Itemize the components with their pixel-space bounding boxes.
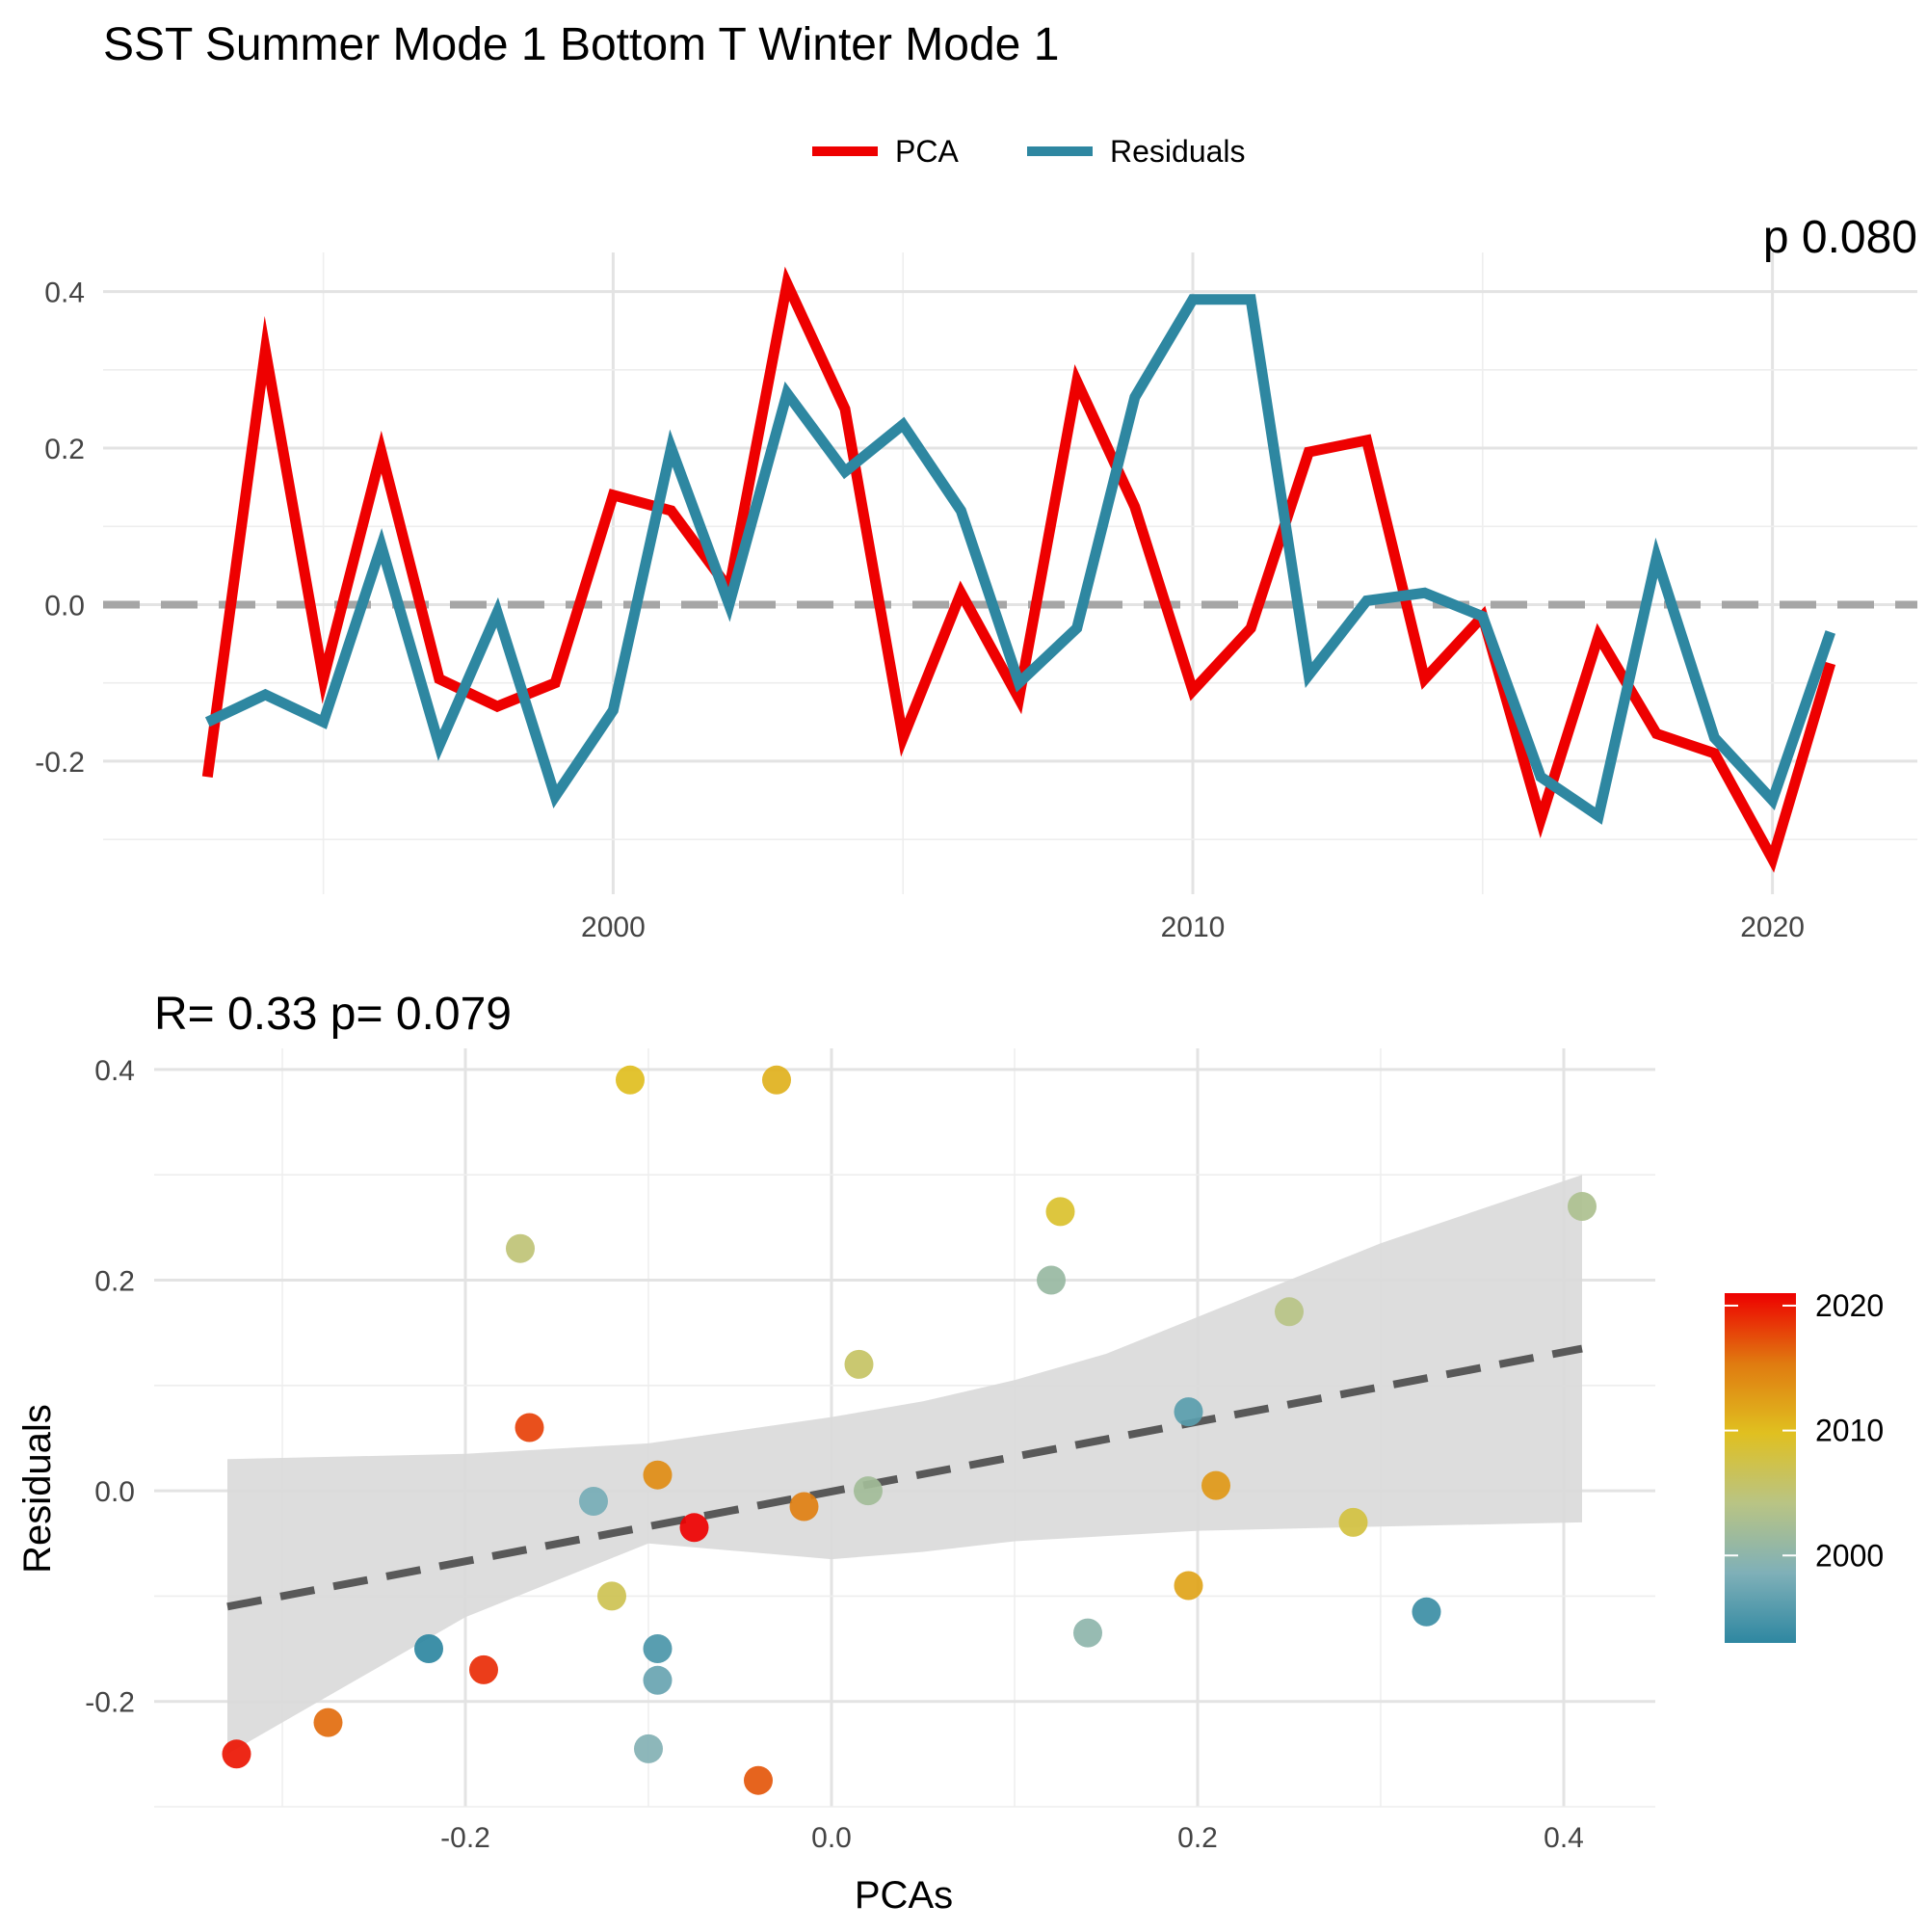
scatter-point-1999: [634, 1734, 663, 1763]
regression-line-group: [226, 1344, 1583, 1611]
colorbar-gradient: [1725, 1293, 1796, 1643]
regression-line: [226, 1344, 1583, 1611]
scatter-point-1997: [643, 1665, 673, 1695]
x-tick-label: -0.2: [440, 1822, 490, 1854]
confidence-ribbon-group: [227, 1175, 1582, 1755]
scatter-point-2009: [1045, 1197, 1075, 1227]
scatter-points: [222, 1065, 1597, 1795]
scatter-point-1995: [643, 1634, 673, 1663]
time-series-tick-labels: -0.2 0.0 0.2 0.4 2000 2010 2020: [35, 278, 1805, 943]
x-tick-label: 2000: [581, 912, 646, 943]
x-tick-label: 2020: [1740, 912, 1805, 943]
scatter-point-2014: [643, 1460, 673, 1490]
y-tick-label: -0.2: [85, 1687, 135, 1719]
scatter-point-2011: [762, 1065, 791, 1095]
x-tick-label: 0.0: [811, 1822, 852, 1854]
y-tick-label: 0.2: [44, 434, 85, 465]
scatter-point-2001: [1037, 1265, 1066, 1295]
x-axis-title: PCAs: [855, 1874, 953, 1917]
scatter-subtitle: R= 0.33 p= 0.079: [154, 989, 512, 1040]
scatter-point-1994: [1412, 1597, 1441, 1627]
scatter-point-2018: [515, 1413, 544, 1442]
series-line-residuals: [204, 294, 1835, 825]
time-series-panel: -0.2 0.0 0.2 0.4 2000 2010 2020 p 0.080: [35, 212, 1917, 943]
y-tick-label: -0.2: [35, 747, 85, 779]
figure-title: SST Summer Mode 1 Bottom T Winter Mode 1: [103, 19, 1059, 70]
y-tick-label: 0.4: [44, 278, 85, 309]
x-tick-label: 2010: [1161, 912, 1226, 943]
scatter-point-2006: [844, 1349, 874, 1379]
legend-label-residuals: Residuals: [1110, 134, 1246, 169]
scatter-point-1993: [414, 1634, 443, 1663]
y-tick-label: 0.4: [94, 1055, 135, 1087]
x-tick-label: 0.2: [1177, 1822, 1218, 1854]
scatter-point-2008: [1338, 1507, 1368, 1537]
scatter-point-2016: [313, 1707, 343, 1737]
scatter-point-2020: [222, 1739, 251, 1769]
scatter-point-1998: [579, 1487, 608, 1516]
y-tick-label: 0.0: [94, 1476, 135, 1508]
scatter-tick-labels: -0.2 0.0 0.2 0.4 -0.2 0.0 0.2 0.4: [85, 1055, 1584, 1854]
time-series-lines: [201, 266, 1836, 873]
scatter-point-2010: [616, 1065, 645, 1095]
y-tick-label: 0.0: [44, 590, 85, 622]
scatter-point-2002: [854, 1476, 883, 1506]
y-tick-label: 0.2: [94, 1265, 135, 1297]
colorbar-tick-label: 2020: [1815, 1288, 1884, 1323]
scatter-point-1996: [1174, 1397, 1203, 1427]
colorbar-tick-label: 2010: [1815, 1414, 1884, 1448]
scatter-point-2005: [506, 1233, 535, 1263]
scatter-point-2007: [597, 1581, 626, 1611]
colorbar-tick-label: 2000: [1815, 1538, 1884, 1573]
scatter-point-2013: [1201, 1470, 1230, 1500]
scatter-point-2017: [744, 1765, 773, 1795]
legend-label-pca: PCA: [895, 134, 959, 169]
scatter-point-2003: [1568, 1192, 1597, 1221]
scatter-point-2021: [679, 1513, 709, 1543]
scatter-point-2012: [1174, 1571, 1203, 1601]
confidence-ribbon: [227, 1175, 1582, 1755]
colorbar: 2000 2010 2020: [1725, 1288, 1884, 1643]
scatter-point-2019: [469, 1654, 498, 1684]
scatter-point-2000: [1073, 1618, 1102, 1648]
y-axis-title: Residuals: [16, 1404, 59, 1574]
scatter-point-2004: [1275, 1297, 1304, 1327]
legend: PCA Residuals: [812, 134, 1246, 169]
x-tick-label: 0.4: [1544, 1822, 1584, 1854]
series-line-pca: [201, 266, 1836, 873]
scatter-panel: -0.2 0.0 0.2 0.4 -0.2 0.0 0.2 0.4 PCAs Residual…: [16, 1048, 1655, 1917]
corner-annotation: p 0.080: [1763, 212, 1917, 263]
scatter-point-2015: [789, 1492, 819, 1522]
